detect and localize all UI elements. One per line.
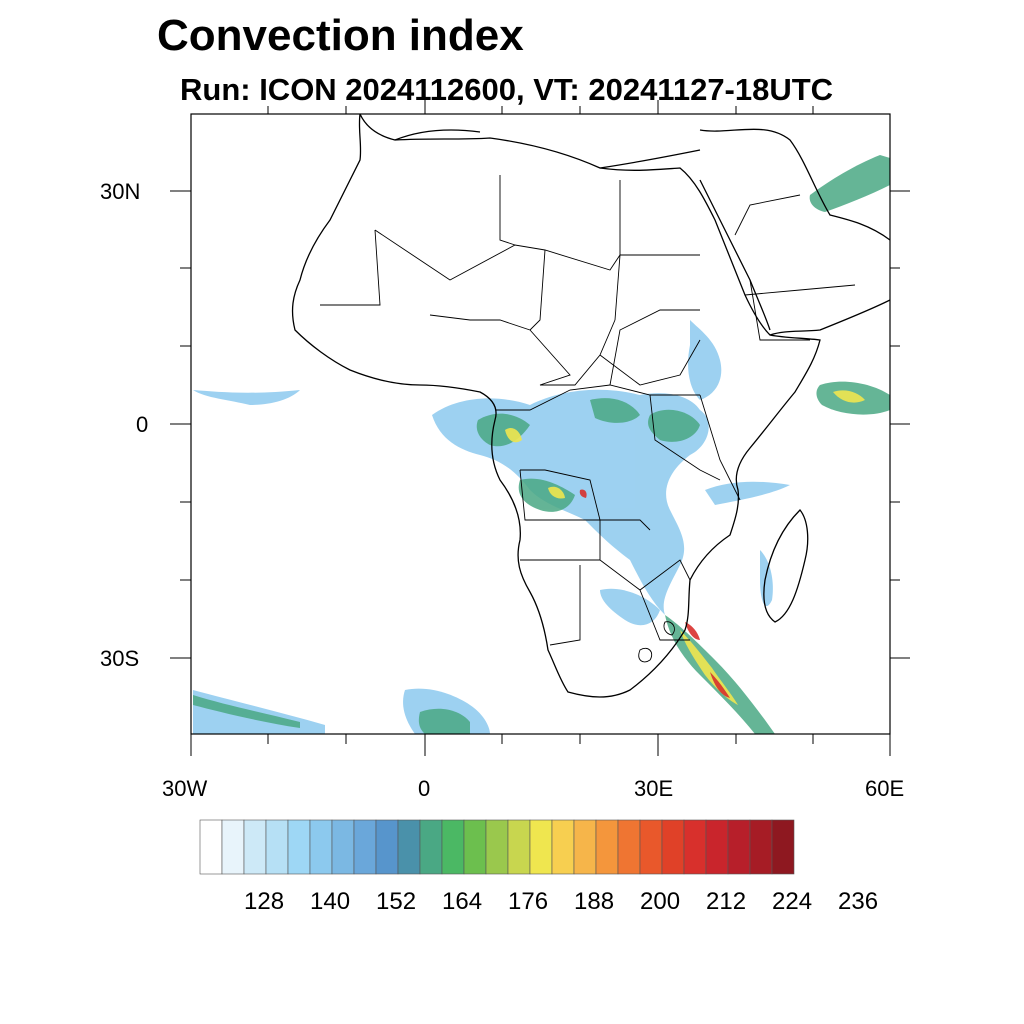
chart-title: Convection index bbox=[157, 11, 524, 60]
colorbar-swatch bbox=[441, 819, 465, 875]
colorbar-tick-label: 236 bbox=[838, 888, 879, 915]
axis-ticks bbox=[170, 100, 910, 756]
convection-field bbox=[193, 155, 890, 734]
colorbar-swatch bbox=[309, 819, 333, 875]
colorbar-tick-label: 224 bbox=[772, 888, 813, 915]
colorbar-swatch bbox=[507, 819, 531, 875]
colorbar-swatch bbox=[661, 819, 685, 875]
country-borders bbox=[320, 175, 856, 663]
lon-label-30e: 30E bbox=[634, 776, 674, 801]
colorbar-tick-label: 140 bbox=[310, 888, 351, 915]
africa-coastline bbox=[291, 114, 821, 698]
colorbar-swatch bbox=[595, 819, 619, 875]
colorbar-swatch bbox=[287, 819, 311, 875]
colorbar-swatch bbox=[419, 819, 443, 875]
convection-high-band bbox=[505, 390, 865, 705]
colorbar-swatch bbox=[749, 819, 773, 875]
colorbar-tick-label: 152 bbox=[376, 888, 417, 915]
colorbar-swatch bbox=[397, 819, 421, 875]
colorbar-tick-label: 128 bbox=[244, 888, 285, 915]
madagascar bbox=[763, 509, 809, 623]
colorbar-tick-label: 212 bbox=[706, 888, 747, 915]
lon-label-30w: 30W bbox=[162, 776, 208, 801]
colorbar-swatch bbox=[617, 819, 641, 875]
chart-subtitle: Run: ICON 2024112600, VT: 20241127-18UTC bbox=[180, 72, 834, 107]
colorbar-tick-label: 188 bbox=[574, 888, 615, 915]
colorbar-swatch bbox=[727, 819, 751, 875]
colorbar-swatch bbox=[485, 819, 509, 875]
lat-label-30n: 30N bbox=[100, 179, 141, 204]
colorbar-swatch bbox=[705, 819, 729, 875]
colorbar-swatch bbox=[551, 819, 575, 875]
colorbar-swatch bbox=[199, 819, 223, 875]
convection-peak-band bbox=[579, 489, 730, 698]
colorbar-tick-label: 164 bbox=[442, 888, 483, 915]
colorbar-swatch bbox=[683, 819, 707, 875]
colorbar-swatch bbox=[463, 819, 487, 875]
lat-label-0: 0 bbox=[136, 412, 149, 437]
colorbar-swatch bbox=[221, 819, 245, 875]
colorbar-swatch bbox=[331, 819, 355, 875]
colorbar-tick-label: 200 bbox=[640, 888, 681, 915]
map-outlines bbox=[291, 114, 890, 698]
colorbar-swatch bbox=[353, 819, 377, 875]
red-sea bbox=[699, 179, 771, 331]
colorbar-tick-label: 176 bbox=[508, 888, 549, 915]
colorbar-swatch bbox=[771, 819, 795, 875]
arabia-coast bbox=[699, 128, 890, 336]
lat-label-30s: 30S bbox=[100, 646, 140, 671]
lon-label-60e: 60E bbox=[865, 776, 905, 801]
colorbar-swatch bbox=[375, 819, 399, 875]
colorbar-swatch bbox=[529, 819, 553, 875]
mediterranean-coast bbox=[394, 129, 701, 169]
colorbar-swatch bbox=[573, 819, 597, 875]
colorbar bbox=[199, 819, 795, 875]
lon-label-0: 0 bbox=[418, 776, 431, 801]
colorbar-swatch bbox=[265, 819, 289, 875]
colorbar-swatch bbox=[243, 819, 267, 875]
colorbar-swatch bbox=[639, 819, 663, 875]
